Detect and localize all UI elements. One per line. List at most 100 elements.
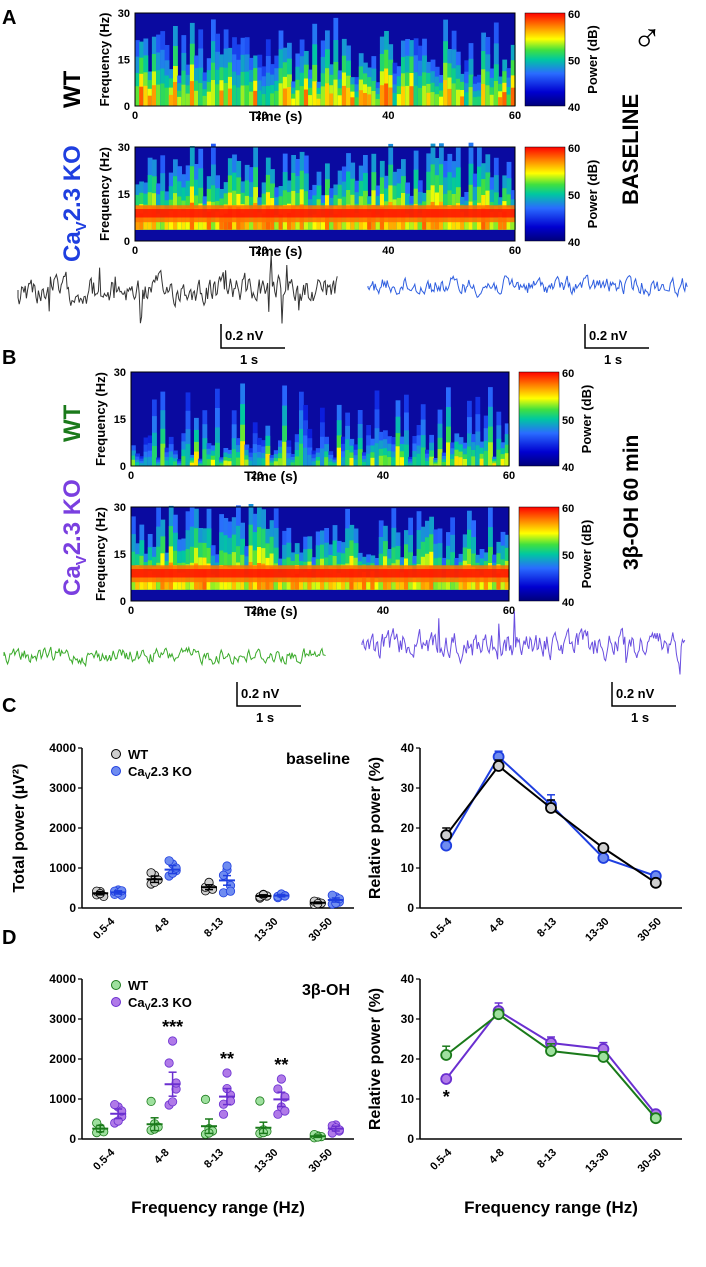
legend-label-main: Ca [128,764,145,779]
spectrogram-cell [439,96,444,106]
spectrogram-cell [388,87,394,106]
spectrogram-ylabel: Frequency (Hz) [97,147,112,241]
spectrogram-cell [236,87,242,106]
spectrogram-cell [464,92,470,106]
colorbar-tick-label: 40 [568,237,580,249]
spectrogram-cell [253,90,258,106]
colorbar-label: Power (dB) [585,160,600,229]
x-tick-label: 30-50 [307,916,335,944]
spectrogram-cell [374,443,380,466]
legend-label-rest: 2.3 KO [151,764,192,779]
row-label-b-ko: CaV2.3 KO [59,479,90,596]
spectrogram-ytick-label: 0 [120,461,126,473]
y-tick-label: 10 [401,861,415,875]
colorbar [518,506,560,602]
y-tick-label: 2000 [49,1052,76,1066]
spectrogram-cell [202,95,208,106]
spectrogram-cell [333,79,339,106]
spectrogram-cell [219,90,225,106]
y-tick-label: 3000 [49,781,76,795]
spectrogram-xtick-label: 60 [503,605,515,617]
spectrogram-cell [308,95,313,106]
scale-bar-b-ko: 0.2 nV 1 s [611,682,676,725]
scale-bar-b-wt-voltage: 0.2 nV [241,686,280,701]
row-label-a-ko: CaV2.3 KO [59,145,90,262]
x-axis-label: Frequency range (Hz) [131,1198,305,1217]
spectrogram-cell [135,86,140,106]
spectrogram-cell [164,576,170,590]
spectrogram-cell [472,97,478,106]
spectrogram-cell [417,87,423,106]
spectrogram-cell [270,93,275,106]
spectrogram-cell [206,459,212,466]
eeg-traces [3,254,688,675]
spectrogram-cell [189,462,195,466]
spectrogram-cell [422,216,427,230]
scale-bar-a-wt: 0.2 nV 1 s [220,324,285,367]
spectrogram-cell [391,457,397,466]
scale-bar-b-wt-lines [236,682,301,707]
spectrogram-cell [437,449,443,466]
spectrogram-cell [273,461,279,466]
spectrogram-cell [475,577,481,590]
spectrogram-cell [164,216,170,230]
chart-c-relative-power: 0 10 20 30 40 Relative power (%) 0.5-4 4-8 8-13 1… [367,741,682,944]
spectrogram-cell [477,96,482,106]
row-label-a-wt: WT [59,70,86,108]
spectrogram-cell [362,577,367,590]
significance-marker: ** [220,1049,234,1069]
data-point [597,1051,610,1063]
spectrogram-cell [399,578,405,590]
spectrogram-cell [257,90,263,106]
spectrogram-cell [387,457,392,466]
spectrogram-cell [404,444,409,466]
colorbar-tick-label: 40 [568,102,580,114]
y-tick-label: 40 [401,972,415,986]
spectrogram-cell [510,215,516,230]
spectrogram-cell [147,456,153,466]
spectrogram-cell [329,215,334,230]
spectrogram-cell [500,458,506,466]
row-label-b-ko-sub: V [73,555,90,565]
spectrogram-cell [295,90,301,106]
spectrogram-cell [379,85,385,106]
spectrogram-xtick-label: 40 [377,470,389,482]
spectrogram-xlabel: Time (s) [244,468,297,484]
spectrogram-ytick-label: 0 [120,596,126,608]
spectrogram-cell [261,94,267,106]
data-point [597,852,610,864]
sex-symbol: ♂ [632,15,662,59]
legend-label: WT [128,978,148,993]
spectrogram-cell [244,574,250,590]
y-tick-label: 3000 [49,1012,76,1026]
x-tick-label: 13-30 [252,916,280,944]
spectrogram-ytick-label: 30 [114,367,126,379]
spectrogram-ylabel: Frequency (Hz) [97,13,112,107]
spectrogram-cell [139,463,145,466]
spectrogram-theta-core [131,569,509,578]
spectrogram-xtick-label: 20 [251,470,263,482]
spectrogram-cell [332,463,338,466]
spectrogram-cell [202,449,208,466]
legend-label: CaV2.3 KO [128,764,192,781]
spectrogram-cell [223,83,229,106]
colorbar-tick-label: 60 [562,503,574,515]
legend-label-rest: 2.3 KO [151,995,192,1010]
y-tick-label: 30 [401,1012,415,1026]
spectrogram-cell [371,91,377,106]
data-point [440,829,453,842]
data-point [255,1096,265,1106]
chart-d-relative-power: 0 10 20 30 40 Relative power (%) 0.5-4 4-8 8-13 1… [367,972,682,1217]
spectrogram-cell [462,459,468,466]
data-point [280,1106,290,1116]
spectrogram-cell [164,460,170,466]
spectrogram-cell [231,449,237,466]
row-label-b-wt: WT [59,404,86,442]
x-tick-label: 0.5-4 [428,1146,455,1173]
spectrogram-cell [219,215,225,230]
spectrogram-cell [346,87,351,106]
row-label-a-ko-main: Ca [59,231,86,262]
spectrogram-ytick-label: 15 [114,549,126,561]
y-tick-label: 0 [69,901,76,915]
legend-marker [111,766,121,776]
